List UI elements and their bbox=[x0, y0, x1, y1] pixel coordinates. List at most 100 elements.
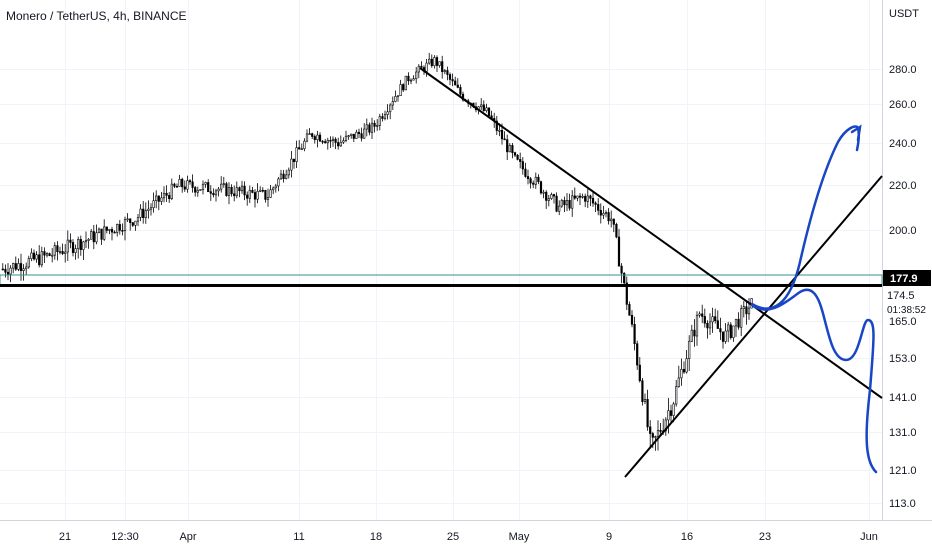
current-price-tag bbox=[883, 270, 931, 286]
candle-body bbox=[201, 183, 205, 190]
candle-body bbox=[649, 426, 652, 434]
candle-body bbox=[22, 268, 25, 271]
candle-body bbox=[537, 176, 540, 182]
candle-body bbox=[188, 180, 192, 183]
candle-body bbox=[560, 200, 563, 207]
candle-body bbox=[269, 189, 272, 198]
time-tick-label: 21 bbox=[59, 531, 71, 543]
candle-body bbox=[45, 253, 49, 256]
candle-body bbox=[170, 183, 173, 200]
candle-body bbox=[339, 141, 342, 147]
candle-body bbox=[656, 430, 660, 437]
descending-trendline[interactable] bbox=[419, 67, 883, 399]
candle-body bbox=[131, 222, 134, 226]
candle-body bbox=[584, 195, 587, 202]
candle-body bbox=[383, 114, 387, 119]
time-axis[interactable]: 21 12:30 Apr 11 18 25 May 9 16 23 Jun bbox=[59, 531, 878, 543]
candle-body bbox=[378, 116, 381, 126]
candle-body bbox=[617, 236, 621, 267]
candle-body bbox=[526, 176, 530, 180]
candle-body bbox=[123, 219, 127, 231]
current-price-tag-label: 177.9 bbox=[890, 273, 918, 285]
candle-body bbox=[214, 190, 218, 196]
candle-body bbox=[25, 266, 28, 270]
candle-body bbox=[506, 139, 509, 153]
candle-body bbox=[121, 230, 124, 232]
currency-label: USDT bbox=[889, 8, 919, 20]
ascending-trendline[interactable] bbox=[624, 175, 883, 478]
candle-body bbox=[675, 386, 678, 405]
countdown-label: 01:38:52 bbox=[887, 305, 926, 316]
candle-body bbox=[521, 161, 524, 170]
candle-body bbox=[27, 258, 30, 268]
candle-body bbox=[227, 187, 231, 196]
candle-body bbox=[381, 116, 384, 119]
candle-body bbox=[66, 239, 69, 253]
candle-body bbox=[428, 58, 431, 64]
candle-body bbox=[724, 330, 727, 342]
candle-body bbox=[183, 186, 186, 190]
candle-body bbox=[84, 240, 88, 243]
candle-body bbox=[352, 133, 355, 139]
candle-body bbox=[558, 205, 561, 212]
candle-body bbox=[144, 210, 147, 218]
candle-body bbox=[69, 239, 72, 243]
candle-body bbox=[199, 189, 202, 191]
forecast-path-down[interactable] bbox=[750, 288, 878, 474]
candle-body bbox=[313, 136, 316, 140]
candle-body bbox=[610, 218, 613, 222]
candle-body bbox=[191, 181, 194, 188]
candle-body bbox=[737, 318, 740, 328]
candle-body bbox=[235, 187, 238, 197]
candle-body bbox=[701, 313, 704, 317]
candle-body bbox=[274, 185, 277, 189]
candle-body bbox=[248, 189, 251, 199]
candle-body bbox=[404, 75, 407, 91]
candle-body bbox=[246, 194, 249, 199]
candle-body bbox=[641, 380, 644, 402]
candle-body bbox=[300, 148, 303, 151]
candle-body bbox=[690, 329, 693, 342]
price-tick-label: 153.0 bbox=[889, 353, 917, 365]
candle-body bbox=[386, 111, 389, 115]
candle-body bbox=[344, 135, 348, 141]
price-tick-label: 165.0 bbox=[889, 316, 917, 328]
price-tick-label: 280.0 bbox=[889, 64, 917, 76]
candle-body bbox=[586, 195, 589, 202]
candle-body bbox=[212, 192, 215, 196]
candle-body bbox=[233, 193, 236, 197]
price-tick-label: 220.0 bbox=[889, 180, 917, 192]
candle-body bbox=[71, 242, 75, 253]
candle-body bbox=[534, 176, 537, 185]
candle-body bbox=[433, 57, 436, 67]
price-tick-label: 121.0 bbox=[889, 465, 917, 477]
candle-body bbox=[545, 191, 548, 201]
candle-body bbox=[30, 252, 33, 259]
last-price-label: 174.5 bbox=[887, 290, 915, 302]
candle-body bbox=[347, 135, 350, 137]
candle-body bbox=[441, 61, 444, 73]
candle-body bbox=[103, 226, 106, 240]
candle-body bbox=[550, 194, 553, 199]
price-axis[interactable]: 280.0 260.0 240.0 220.0 200.0 165.0 153.0 141.0… bbox=[889, 64, 917, 510]
candle-body bbox=[95, 232, 98, 243]
candle-body bbox=[607, 212, 610, 222]
candle-body bbox=[256, 191, 259, 200]
time-tick-label: Jun bbox=[860, 531, 878, 543]
candle-body bbox=[446, 70, 449, 75]
candle-body bbox=[630, 314, 634, 325]
candle-body bbox=[480, 104, 483, 108]
candle-body bbox=[240, 185, 244, 192]
candle-body bbox=[272, 187, 275, 191]
candle-body bbox=[173, 183, 176, 187]
time-tick-label: Apr bbox=[179, 531, 196, 543]
candle-body bbox=[82, 241, 85, 251]
candle-body bbox=[165, 192, 168, 196]
candle-body bbox=[628, 304, 631, 316]
candle-body bbox=[196, 189, 199, 193]
candle-body bbox=[734, 318, 738, 327]
candle-body bbox=[204, 182, 207, 185]
candle-body bbox=[316, 134, 319, 140]
forecast-path-up[interactable] bbox=[750, 125, 861, 310]
